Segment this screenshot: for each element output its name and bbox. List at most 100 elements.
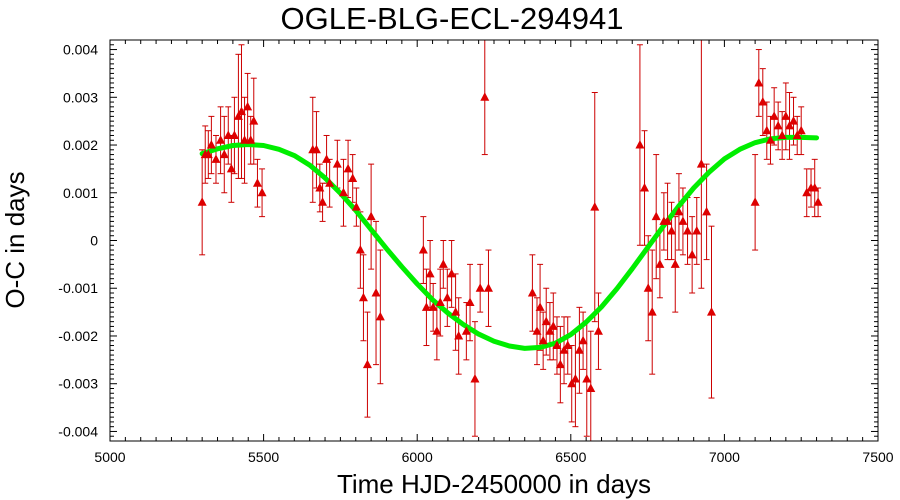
data-point	[792, 130, 802, 139]
data-point	[702, 206, 712, 216]
y-tick-label: -0.001	[58, 280, 98, 296]
data-point	[358, 292, 368, 302]
data-point	[203, 149, 213, 159]
y-tick-label: 0.003	[63, 89, 98, 105]
data-point	[322, 154, 332, 163]
data-point	[211, 154, 221, 163]
data-point	[216, 135, 226, 144]
data-point	[754, 77, 764, 87]
y-tick-label: 0	[90, 233, 98, 249]
data-point	[773, 120, 783, 130]
data-point	[765, 135, 775, 144]
data-point	[674, 206, 684, 216]
data-point	[362, 359, 372, 369]
data-point	[670, 259, 680, 268]
data-point	[243, 101, 253, 111]
data-point	[318, 197, 328, 206]
data-point	[442, 292, 452, 302]
data-point	[315, 182, 325, 192]
data-point	[527, 288, 537, 297]
data-point	[483, 283, 493, 292]
data-point	[325, 178, 335, 187]
data-point	[538, 335, 548, 345]
data-point	[428, 302, 438, 311]
data-point	[663, 216, 673, 225]
fit-curve-layer	[199, 134, 820, 351]
data-point	[252, 178, 262, 187]
data-point	[647, 307, 657, 316]
x-tick-label: 5000	[94, 449, 125, 465]
data-point	[418, 245, 428, 254]
y-tick-label: 0.002	[63, 137, 98, 153]
data-point	[810, 182, 820, 192]
data-point	[578, 335, 588, 345]
data-point	[769, 111, 779, 120]
data-point	[348, 173, 358, 182]
data-point	[789, 116, 799, 125]
data-point	[541, 316, 551, 326]
data-point	[236, 106, 246, 116]
data-point	[421, 302, 431, 311]
data-point	[813, 197, 823, 206]
data-point	[781, 111, 791, 120]
data-point	[802, 187, 812, 197]
data-point	[438, 259, 448, 268]
data-point	[574, 345, 584, 354]
data-point	[332, 159, 342, 168]
y-tick-label: -0.004	[58, 423, 98, 439]
data-point	[586, 383, 596, 392]
y-tick-label: 0.001	[63, 185, 98, 201]
data-point	[545, 326, 555, 335]
data-point	[257, 187, 267, 197]
y-axis-label: O-C in days	[0, 171, 30, 308]
data-point	[470, 373, 480, 383]
data-point	[692, 225, 702, 235]
data-point	[343, 163, 353, 173]
data-point	[683, 225, 693, 235]
data-point	[366, 211, 376, 221]
data-point	[643, 283, 653, 292]
data-point	[548, 321, 558, 330]
data-point	[229, 130, 239, 139]
data-point	[461, 326, 471, 335]
data-point	[532, 326, 542, 335]
data-point	[552, 340, 562, 350]
data-point	[687, 249, 697, 259]
data-point	[635, 140, 645, 149]
data-point	[219, 149, 229, 159]
axes: 5000 5500 6000 6500 7000 7500 0.004 0.003 0.002 0…	[58, 39, 894, 465]
data-point	[567, 378, 577, 388]
data-point	[465, 297, 475, 307]
data-point	[678, 216, 688, 225]
data-point	[351, 202, 361, 211]
data-point	[480, 92, 490, 101]
data-point	[667, 225, 677, 235]
data-point	[375, 311, 385, 321]
data-point	[425, 268, 435, 278]
data-point	[796, 125, 806, 135]
x-tick-label: 6500	[555, 449, 586, 465]
x-tick-label: 5500	[248, 449, 279, 465]
x-axis-label: Time HJD-2450000 in days	[337, 469, 651, 499]
data-point	[563, 340, 573, 350]
data-point	[338, 187, 348, 197]
data-point	[535, 302, 545, 311]
data-point	[223, 130, 233, 139]
data-point	[233, 111, 243, 120]
data-points	[197, 77, 823, 392]
data-point	[371, 288, 381, 297]
data-point	[226, 163, 236, 173]
data-point	[454, 330, 464, 340]
data-point	[696, 159, 706, 168]
data-point	[475, 283, 485, 292]
fit-curve	[199, 134, 820, 351]
data-point	[197, 197, 207, 206]
data-point	[311, 144, 321, 154]
data-point	[249, 116, 259, 125]
data-point	[593, 326, 603, 335]
data-point	[750, 197, 760, 206]
data-point	[206, 140, 216, 149]
data-point	[447, 268, 457, 278]
